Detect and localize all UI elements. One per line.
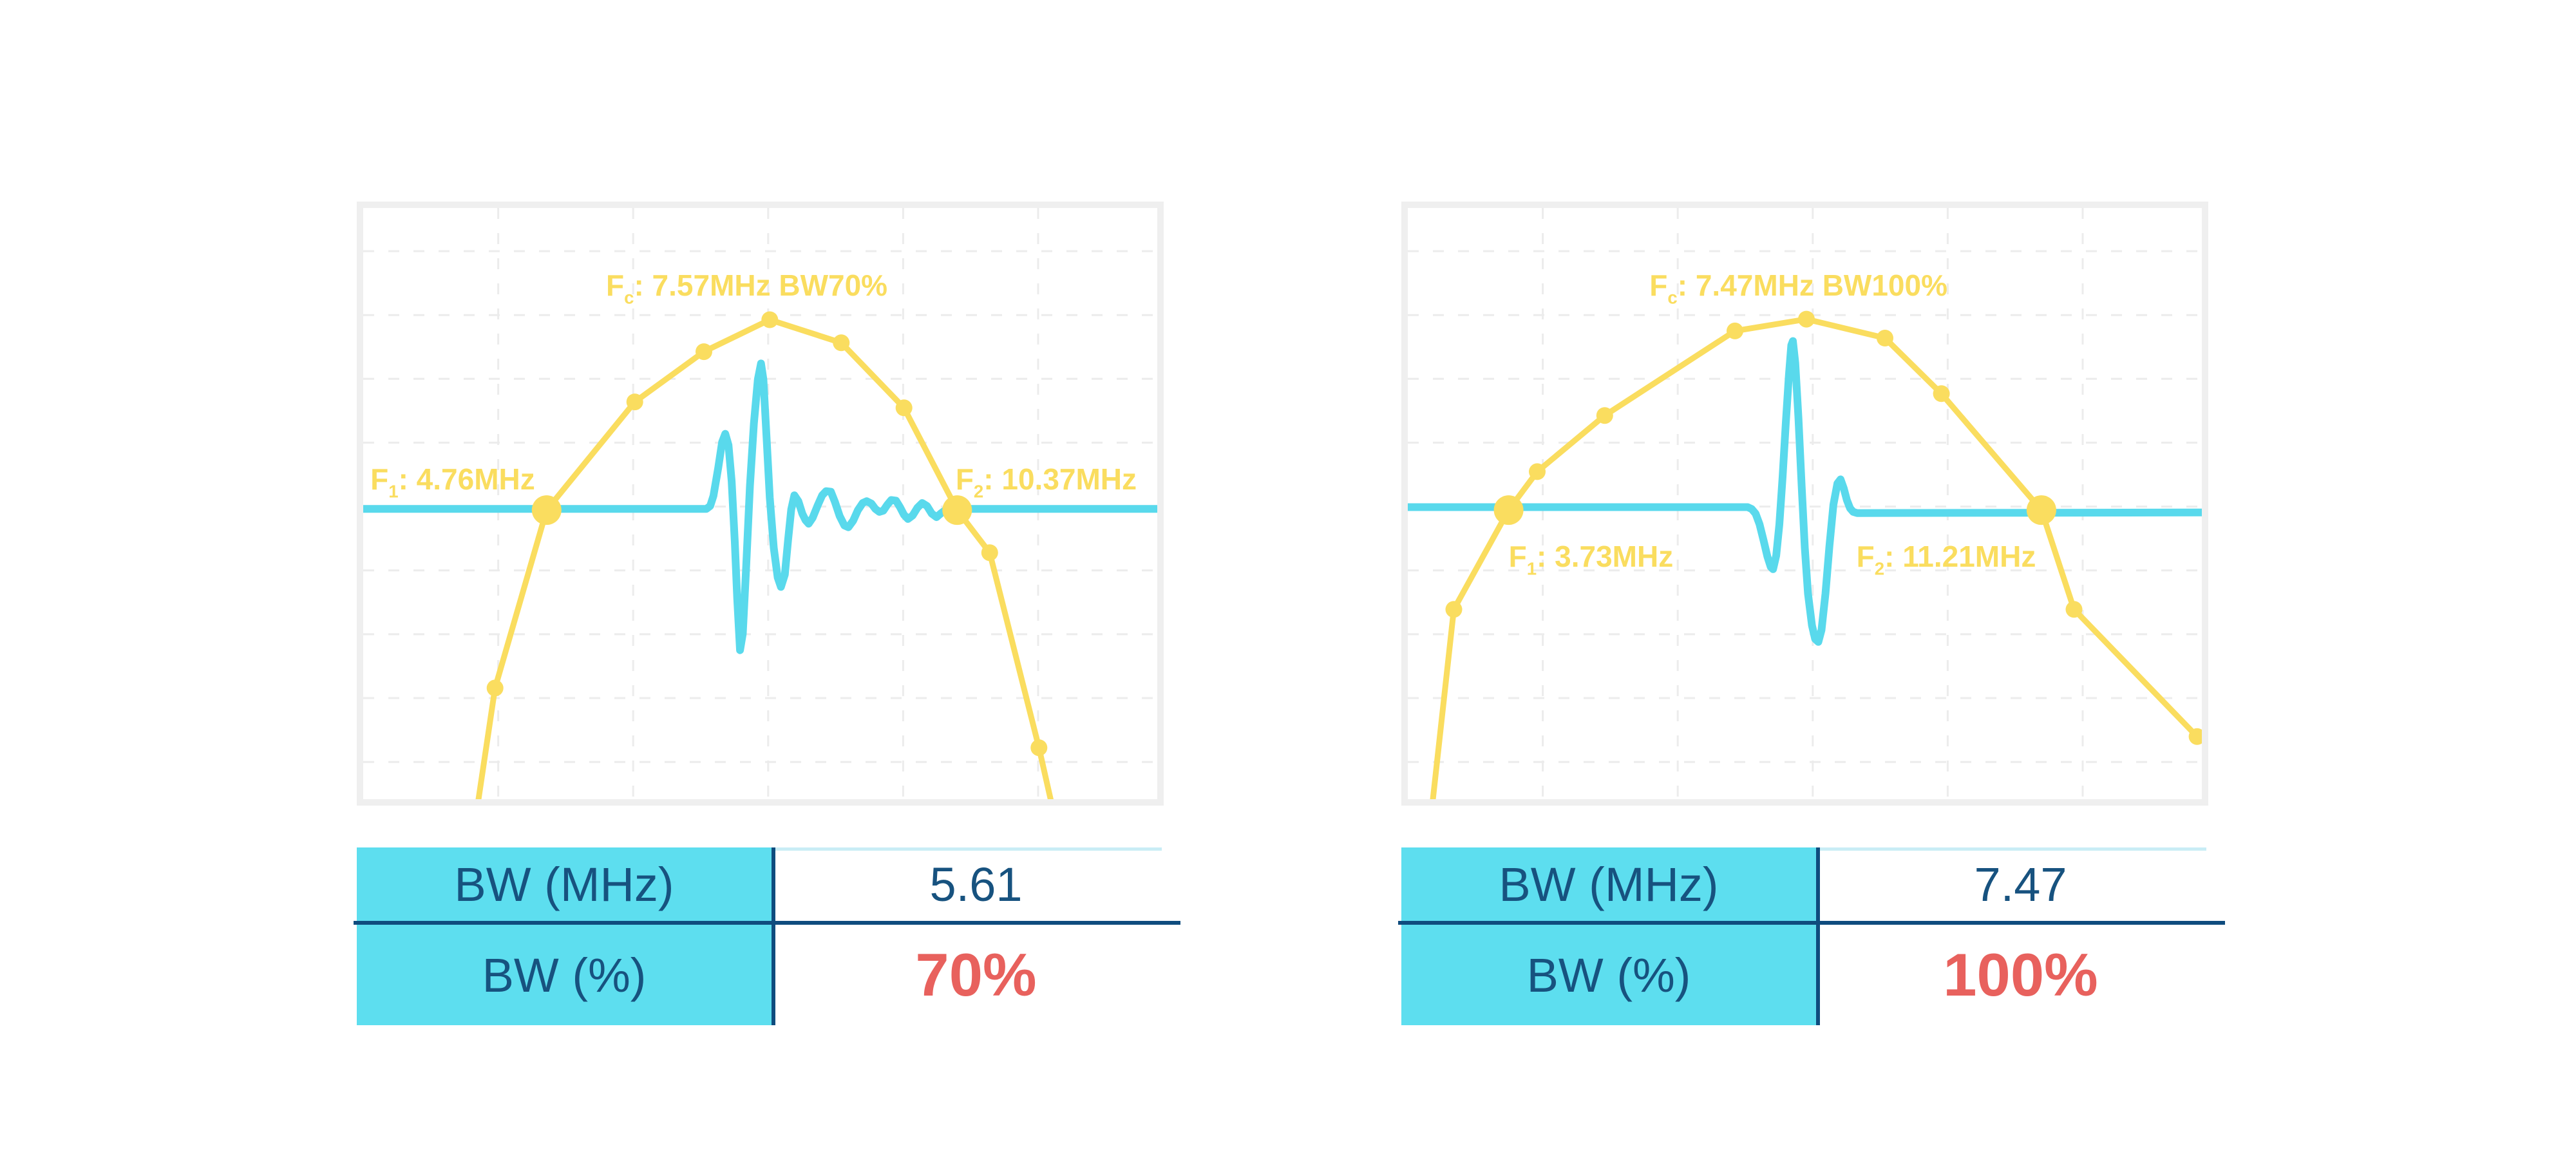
bw-percent-label-cell: BW (%) [357,925,772,1025]
table-top-border [1820,847,2206,851]
right-spectrum-chart: Fc: 7.47MHz BW100% F1: 3.73MHz F2: 11.21… [1401,202,2208,806]
table-row: BW (%) 100% [1401,925,2225,1025]
table-row: BW (MHz) 5.61 [357,847,1180,921]
bw-mhz-label-cell: BW (MHz) [357,847,772,921]
left-bandwidth-table: BW (MHz) 5.61 BW (%) 70% [354,847,1180,1025]
f2-symbol: F [955,462,974,497]
fc-symbol: F [605,269,625,303]
f1-symbol: F [1508,539,1527,573]
bw-percent-label-cell: BW (%) [1401,925,1816,1025]
f1-subscript: 1 [388,481,399,502]
f2-symbol: F [1856,539,1875,573]
fc-symbol: F [1649,269,1668,303]
bw-mhz-value-cell: 7.47 [1816,847,2225,921]
table-row: BW (%) 70% [357,925,1180,1025]
bw-percent-value-cell: 100% [1816,925,2225,1025]
table-row-divider [354,921,1180,925]
left-f1-label: F1: 4.76MHz [370,464,535,500]
table-row-divider [1398,921,2225,925]
left-chart-plot [363,208,1157,799]
fc-subscript: c [1667,287,1678,308]
right-bandwidth-table: BW (MHz) 7.47 BW (%) 100% [1398,847,2225,1025]
left-spectrum-chart: Fc: 7.57MHz BW70% F1: 4.76MHz F2: 10.37M… [357,202,1164,806]
f1-symbol: F [370,462,389,497]
right-chart-plot [1408,208,2202,799]
f2-subscript: 2 [1874,558,1885,579]
left-f2-label: F2: 10.37MHz [956,464,1137,500]
bw-mhz-label-cell: BW (MHz) [1401,847,1816,921]
right-f2-label: F2: 11.21MHz [1857,542,2036,578]
f2-subscript: 2 [973,481,984,502]
fc-subscript: c [624,287,634,308]
f1-value: : 3.73MHz [1537,539,1674,573]
table-column-divider [1816,847,1820,1025]
fc-value: : 7.47MHz BW100% [1677,269,1947,303]
f2-value: : 10.37MHz [983,462,1137,497]
bw-mhz-value-cell: 5.61 [772,847,1180,921]
table-column-divider [772,847,775,1025]
f2-value: : 11.21MHz [1884,539,2036,573]
right-center-frequency-label: Fc: 7.47MHz BW100% [1649,270,1947,307]
table-row: BW (MHz) 7.47 [1401,847,2225,921]
f1-value: : 4.76MHz [398,462,535,497]
f1-subscript: 1 [1526,558,1537,579]
right-f1-label: F1: 3.73MHz [1509,542,1674,578]
bw-percent-value-cell: 70% [772,925,1180,1025]
fc-value: : 7.57MHz BW70% [634,269,888,303]
table-top-border [775,847,1162,851]
left-center-frequency-label: Fc: 7.57MHz BW70% [606,270,887,307]
